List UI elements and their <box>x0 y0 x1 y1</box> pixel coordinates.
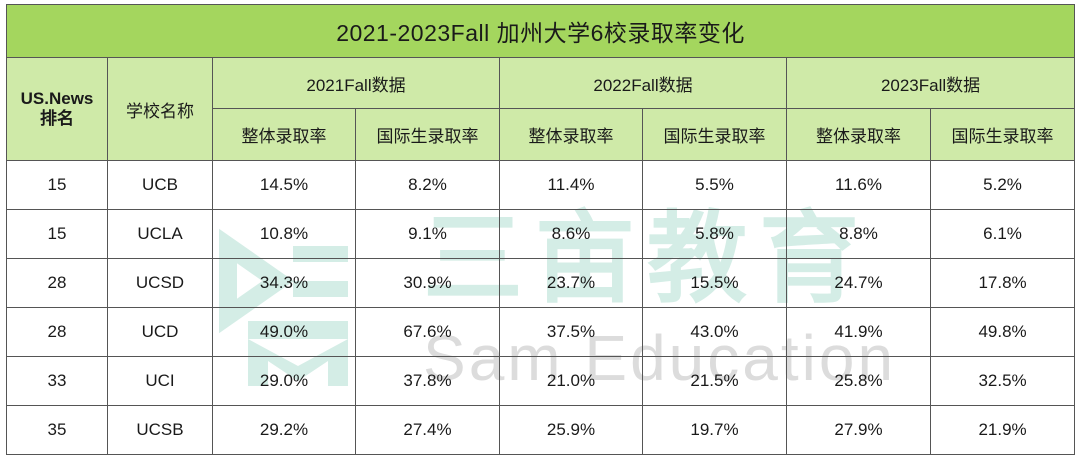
year-header-2023: 2023Fall数据 <box>785 57 1076 109</box>
rank-cell: 15 <box>6 160 108 210</box>
table-row: 28 UCD 49.0% 67.6% 37.5% 43.0% 41.9% 49.… <box>6 307 1076 357</box>
rate-cell: 21.5% <box>642 356 787 406</box>
school-cell: UCI <box>107 356 213 406</box>
table-row: 28 UCSD 34.3% 30.9% 23.7% 15.5% 24.7% 17… <box>6 258 1076 308</box>
rate-cell: 11.6% <box>786 160 931 210</box>
international-rate-header-2021: 国际生录取率 <box>355 108 500 161</box>
rate-cell: 32.5% <box>929 356 1076 406</box>
table-row: 35 UCSB 29.2% 27.4% 25.9% 19.7% 27.9% 21… <box>6 405 1076 455</box>
table-row: 15 UCB 14.5% 8.2% 11.4% 5.5% 11.6% 5.2% <box>6 160 1076 210</box>
rate-cell: 10.8% <box>212 209 356 259</box>
school-cell: UCSD <box>107 258 213 308</box>
school-cell: UCB <box>107 160 213 210</box>
international-rate-header-2022: 国际生录取率 <box>642 108 787 161</box>
rate-cell: 29.2% <box>212 405 356 455</box>
overall-rate-header-2022: 整体录取率 <box>499 108 643 161</box>
rate-cell: 11.4% <box>499 160 643 210</box>
rate-cell: 37.8% <box>355 356 500 406</box>
rate-cell: 8.6% <box>499 209 643 259</box>
rate-cell: 21.0% <box>499 356 643 406</box>
rate-cell: 15.5% <box>642 258 787 308</box>
school-cell: UCSB <box>107 405 213 455</box>
rate-cell: 30.9% <box>355 258 500 308</box>
rank-header-line2: 排名 <box>40 109 74 128</box>
rank-header-line1: US.News <box>20 89 94 108</box>
table-row: 33 UCI 29.0% 37.8% 21.0% 21.5% 25.8% 32.… <box>6 356 1076 406</box>
rate-cell: 5.5% <box>642 160 787 210</box>
rank-cell: 33 <box>6 356 108 406</box>
rate-cell: 27.9% <box>786 405 931 455</box>
international-rate-header-2023: 国际生录取率 <box>929 108 1076 161</box>
rate-cell: 9.1% <box>355 209 500 259</box>
rate-cell: 19.7% <box>642 405 787 455</box>
table-title: 2021-2023Fall 加州大学6校录取率变化 <box>5 4 1076 58</box>
rank-cell: 15 <box>6 209 108 259</box>
school-column-header: 学校名称 <box>107 57 213 161</box>
school-cell: UCD <box>107 307 213 357</box>
admission-rate-table: 2021-2023Fall 加州大学6校录取率变化 US.News 排名 学校名… <box>5 4 1076 455</box>
rate-cell: 67.6% <box>355 307 500 357</box>
rank-cell: 28 <box>6 258 108 308</box>
rank-cell: 35 <box>6 405 108 455</box>
rate-cell: 17.8% <box>929 258 1076 308</box>
rank-column-header: US.News 排名 <box>6 57 108 161</box>
rate-cell: 49.0% <box>212 307 356 357</box>
table-row: 15 UCLA 10.8% 9.1% 8.6% 5.8% 8.8% 6.1% <box>6 209 1076 259</box>
overall-rate-header-2023: 整体录取率 <box>786 108 931 161</box>
rate-cell: 43.0% <box>642 307 787 357</box>
rate-cell: 6.1% <box>929 209 1076 259</box>
year-header-2022: 2022Fall数据 <box>499 57 787 109</box>
rate-cell: 34.3% <box>212 258 356 308</box>
rank-cell: 28 <box>6 307 108 357</box>
rate-cell: 49.8% <box>929 307 1076 357</box>
rate-cell: 23.7% <box>499 258 643 308</box>
rate-cell: 29.0% <box>212 356 356 406</box>
rate-cell: 27.4% <box>355 405 500 455</box>
rate-cell: 41.9% <box>786 307 931 357</box>
rate-cell: 14.5% <box>212 160 356 210</box>
rate-cell: 25.9% <box>499 405 643 455</box>
year-header-2021: 2021Fall数据 <box>212 57 500 109</box>
rate-cell: 8.2% <box>355 160 500 210</box>
rate-cell: 5.2% <box>929 160 1076 210</box>
rate-cell: 21.9% <box>929 405 1076 455</box>
overall-rate-header-2021: 整体录取率 <box>212 108 356 161</box>
admission-rate-table-frame: 三亩教育 Sam Education 2021-2023Fall 加州大学6校录… <box>5 4 1076 462</box>
rate-cell: 5.8% <box>642 209 787 259</box>
rate-cell: 25.8% <box>786 356 931 406</box>
rate-cell: 24.7% <box>786 258 931 308</box>
school-cell: UCLA <box>107 209 213 259</box>
rate-cell: 8.8% <box>786 209 931 259</box>
rate-cell: 37.5% <box>499 307 643 357</box>
